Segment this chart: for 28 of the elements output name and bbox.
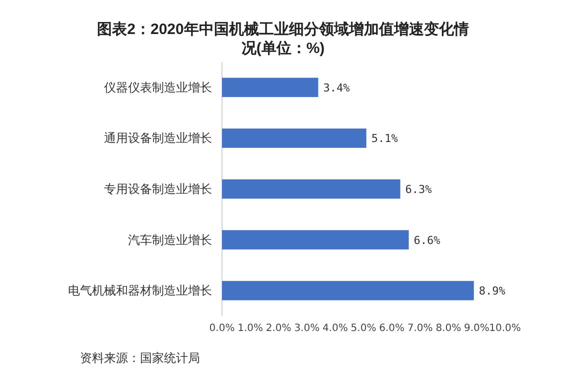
x-tick-label: 5.0% (350, 323, 376, 334)
data-label: 3.4% (323, 81, 350, 94)
x-tick-label: 1.0% (238, 323, 264, 334)
bar (222, 230, 409, 250)
y-tick-label: 电气机械和器材制造业增长 (68, 284, 212, 298)
data-label: 6.3% (405, 183, 432, 196)
x-tick-label: 8.0% (436, 323, 462, 334)
text: 资料来源：国家统计局 (80, 351, 200, 365)
y-tick-label: 通用设备制造业增长 (104, 131, 212, 146)
y-tick-label: 专用设备制造业增长 (104, 182, 212, 196)
bar (222, 78, 318, 98)
y-tick-label: 汽车制造业增长 (128, 232, 212, 247)
data-label: 6.6% (414, 234, 441, 247)
chart-title: 图表2：2020年中国机械工业细分领域增加值增速变化情况(单位：%) (97, 20, 469, 57)
x-tick-label: 4.0% (322, 323, 348, 334)
x-tick-label: 9.0% (464, 323, 490, 334)
x-tick-label: 2.0% (266, 323, 292, 334)
data-label: 8.9% (478, 284, 506, 298)
bar (222, 128, 366, 148)
y-tick-label: 仪器仪表制造业增长 (104, 80, 212, 94)
x-tick-label: 6.0% (379, 323, 405, 334)
data-label: 5.1% (371, 132, 398, 146)
bar (222, 179, 400, 199)
x-tick-label: 3.0% (294, 323, 320, 334)
bar (222, 280, 474, 300)
x-tick-label: 0.0% (209, 323, 235, 334)
x-tick-label: 10.0% (489, 323, 521, 334)
x-tick-label: 7.0% (407, 323, 433, 334)
